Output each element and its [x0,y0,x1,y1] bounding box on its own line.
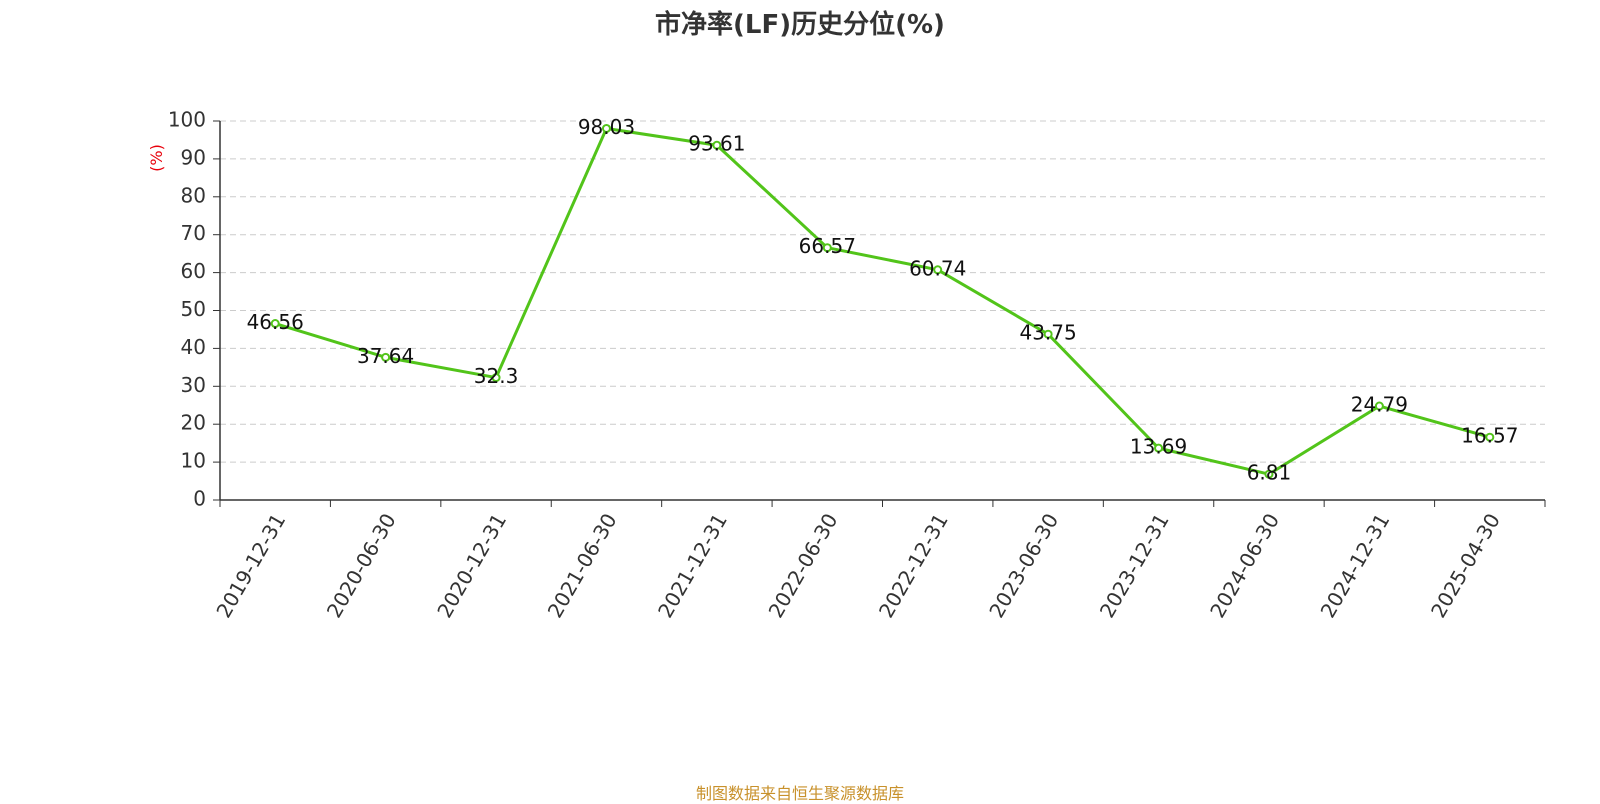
y-tick-label: 10 [181,449,206,473]
data-point [822,243,832,253]
data-label: 46.56 [247,310,304,334]
data-point [1154,443,1164,453]
data-point [491,373,501,383]
x-tick-label: 2025-04-30 [1426,509,1505,622]
x-tick-label: 2020-06-30 [322,509,401,622]
y-tick-label: 50 [181,297,206,321]
gridlines [220,120,1545,463]
y-tick-label: 60 [181,259,206,283]
data-label: 6.81 [1247,461,1292,485]
data-label: 93.61 [688,132,745,156]
series-line [274,126,1491,476]
x-tick-label: 2019-12-31 [211,509,290,622]
data-point [1485,432,1495,442]
y-axis-unit-label: (%) [147,144,166,172]
chart-title: 市净率(LF)历史分位(%) [655,10,945,40]
data-label: 13.69 [1130,435,1187,459]
data-point [1264,469,1274,479]
y-tick-label: 100 [168,108,206,132]
data-label: 98.03 [578,115,635,139]
data-point [381,352,391,362]
y-tick-label: 80 [181,183,206,207]
data-source-note: 制图数据来自恒生聚源数据库 [695,784,904,803]
x-tick-label: 2020-12-31 [432,509,511,622]
x-tick-label: 2023-06-30 [984,509,1063,622]
data-label: 60.74 [909,256,966,280]
x-tick-label: 2024-06-30 [1205,509,1284,622]
data-point [601,123,611,133]
data-label: 24.79 [1351,393,1408,417]
data-point [1043,329,1053,339]
x-tick-label: 2022-12-31 [874,509,953,622]
series [270,123,1495,479]
data-point [1374,401,1384,411]
data-label: 37.64 [357,344,414,368]
x-tick-label: 2021-06-30 [543,509,622,622]
data-point [933,265,943,275]
x-tick-label: 2024-12-31 [1316,509,1395,622]
y-tick-label: 90 [181,145,206,169]
data-labels: 46.56 37.64 32.3 98.03 93.61 66.57 60.74 43.75 1… [247,115,1519,485]
y-tick-label: 0 [193,487,206,511]
data-point [270,319,280,329]
data-label: 16.57 [1461,424,1518,448]
y-tick-label: 20 [181,411,206,435]
x-tick-label: 2021-12-31 [653,509,732,622]
y-tick-label: 70 [181,221,206,245]
y-tick-label: 40 [181,335,206,359]
data-label: 32.3 [474,364,519,388]
x-tick-label: 2022-06-30 [763,509,842,622]
data-label: 43.75 [1019,321,1076,345]
data-label: 66.57 [799,234,856,258]
x-tick-label: 2023-12-31 [1095,509,1174,622]
data-point [712,140,722,150]
y-tick-label: 30 [181,373,206,397]
